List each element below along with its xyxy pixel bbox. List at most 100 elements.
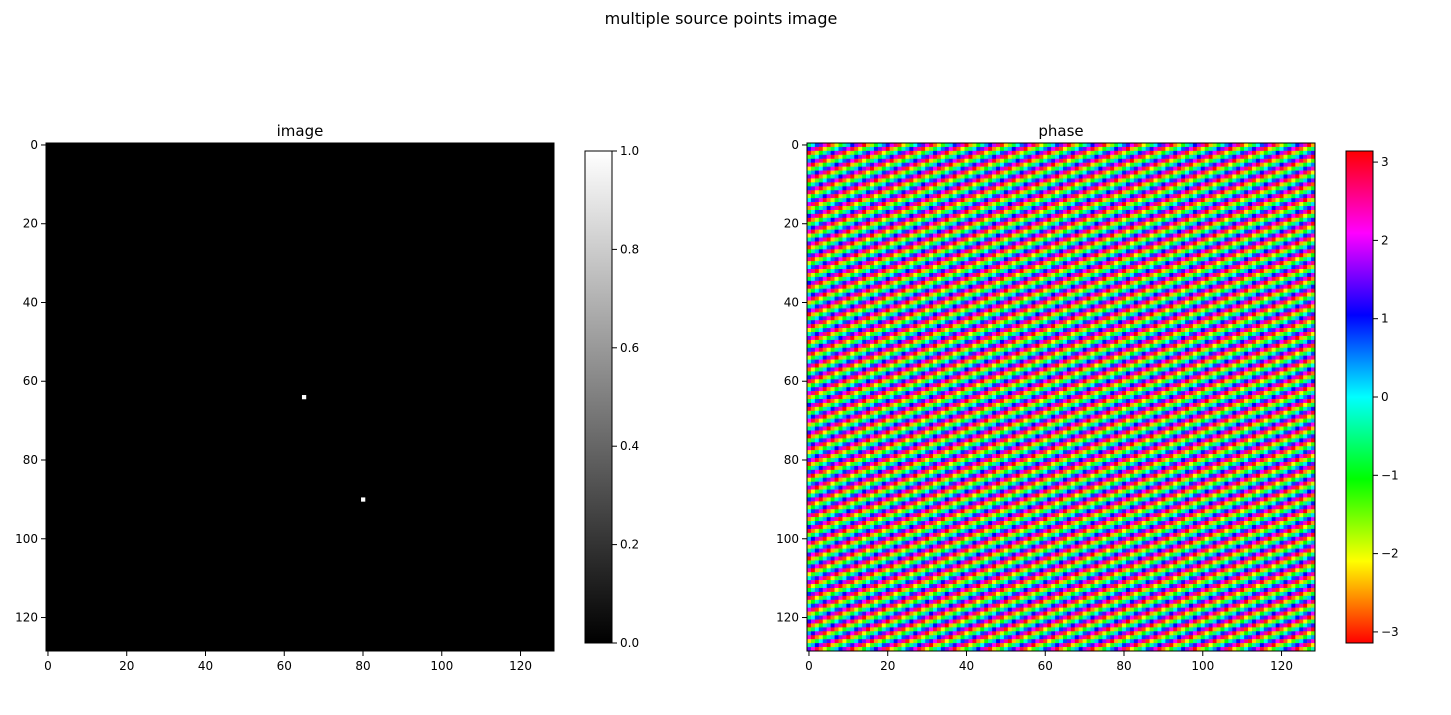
phase-cell [1212,217,1217,223]
phase-cell [1129,241,1135,246]
phase-cell [842,269,847,274]
phase-cell [842,162,847,167]
phase-cell [1248,213,1253,219]
phase-cell [866,237,871,242]
phase-cell [1031,249,1036,254]
phase-cell [814,221,820,226]
phase-cell [1039,269,1044,274]
phase-cell [905,162,910,167]
phase-cell [1047,213,1052,219]
phase-cell [1011,280,1016,286]
phase-cell [858,269,863,274]
phase-cell [854,174,859,179]
phase-cell [866,178,871,183]
phase-cell [1204,206,1209,211]
phase-cell [1307,174,1312,179]
phase-cell [976,154,981,159]
phase-cell [1019,166,1024,171]
phase-cell [881,143,887,148]
phase-cell [988,146,993,152]
phase-cell [1157,233,1162,238]
phase-cell [1051,276,1056,282]
phase-cell [1240,158,1245,163]
phase-cell [1220,284,1225,289]
phase-cell [1240,265,1245,270]
phase-cell [917,150,922,156]
phase-cell [1165,162,1170,167]
phase-cell [1074,272,1079,278]
phase-cell [933,198,938,203]
phase-cell [850,237,855,242]
phase-cell [1066,265,1072,270]
phase-cell [1122,257,1127,262]
phase-cell [1299,186,1304,191]
phase-cell [1192,150,1198,156]
phase-cell [846,162,851,167]
phase-cell [1311,221,1316,226]
phase-cell [846,146,851,152]
phase-cell [1047,221,1052,226]
phase-cell [1271,272,1276,278]
phase-cell [846,213,851,219]
phase-cell [870,178,875,183]
phase-cell [1185,225,1190,230]
phase-cell [984,209,989,215]
phase-cell [1311,182,1316,187]
phase-cell [1055,158,1060,163]
phase-cell [1185,213,1190,219]
phase-cell [913,237,918,242]
phase-cell [1157,221,1162,226]
phase-cell [1216,202,1221,207]
phase-cell [1165,154,1170,159]
phase-cell [905,221,910,226]
phase-cell [1137,237,1142,242]
phase-cell [1125,182,1131,187]
phase-cell [1279,213,1284,219]
phase-cell [1185,261,1190,266]
phase-cell [952,178,957,183]
phase-cell [1090,209,1095,215]
phase-cell [1149,166,1154,171]
phase-cell [1177,225,1182,230]
phase-cell [870,229,875,234]
phase-cell [1244,209,1249,215]
phase-cell [1051,221,1056,226]
phase-cell [1248,194,1253,199]
phase-cell [1173,150,1178,156]
phase-cell [862,190,867,195]
phase-cell [909,241,914,246]
phase-cell [936,206,942,211]
phase-cell [881,265,887,270]
phase-cell [925,229,930,234]
phase-cell [1188,280,1194,286]
phase-cell [1149,209,1154,215]
phase-cell [877,221,883,226]
phase-cell [881,154,887,159]
phase-cell [1283,245,1288,250]
phase-cell [822,280,827,286]
phase-cell [1232,174,1237,179]
phase-cell [984,186,989,191]
phase-cell [1070,257,1076,262]
phase-cell [1102,190,1107,195]
phase-cell [901,292,906,297]
phase-cell [952,245,957,250]
phase-cell [1157,182,1162,187]
phase-cell [850,182,855,187]
phase-cell [1070,288,1076,293]
phase-cell [1090,245,1095,250]
phase-cell [1271,202,1276,207]
phase-cell [952,158,957,163]
phase-cell [1248,158,1253,163]
phase-cell [988,249,993,254]
phase-cell [1263,198,1268,203]
phase-cell [893,166,898,171]
phase-cell [1161,170,1166,175]
phase-cell [1082,265,1087,270]
phase-cell [1059,143,1064,148]
phase-cell [830,245,835,250]
phase-cell [976,284,981,289]
phase-cell [1299,209,1304,215]
phase-cell [1043,198,1048,203]
